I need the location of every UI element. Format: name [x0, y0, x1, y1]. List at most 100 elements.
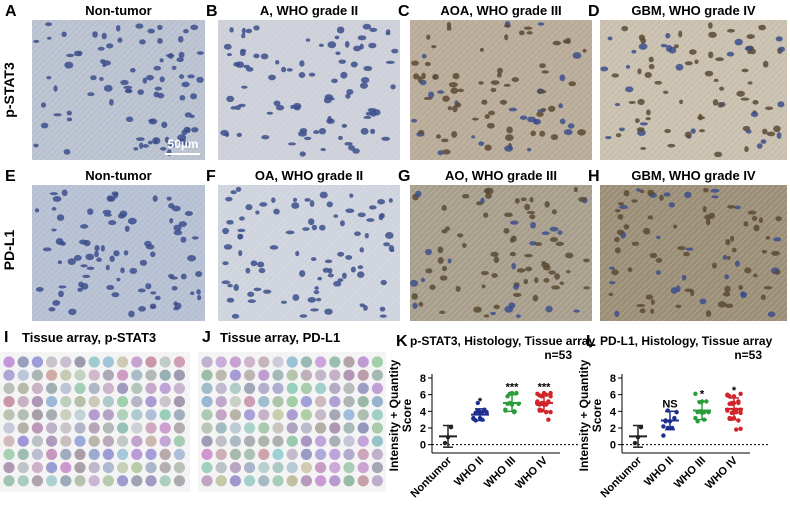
- data-point: [480, 409, 485, 415]
- tissue-core: [343, 382, 355, 394]
- tissue-core: [371, 475, 383, 487]
- nucleus: [484, 144, 492, 151]
- tissue-core: [286, 422, 298, 434]
- nucleus: [766, 131, 776, 137]
- nucleus: [391, 48, 399, 54]
- nucleus: [478, 141, 485, 146]
- nucleus: [257, 261, 265, 268]
- nucleus: [639, 189, 645, 194]
- tissue-core: [371, 369, 383, 381]
- y-tick-label: 2: [610, 423, 616, 435]
- nucleus: [120, 79, 129, 86]
- tissue-core: [74, 422, 86, 434]
- tissue-core: [88, 435, 100, 447]
- significance-label: *: [700, 388, 705, 400]
- tissue-core: [286, 475, 298, 487]
- nucleus: [305, 38, 311, 42]
- nucleus: [253, 53, 260, 59]
- data-point: [693, 415, 698, 421]
- nucleus: [255, 210, 260, 215]
- nucleus: [644, 72, 652, 78]
- tissue-core: [244, 435, 256, 447]
- x-tick-label: WHO IV: [703, 454, 740, 491]
- y-tick-label: 6: [610, 390, 616, 402]
- nucleus: [699, 298, 707, 305]
- nucleus: [526, 31, 533, 35]
- nucleus: [541, 231, 550, 235]
- nucleus: [350, 266, 356, 273]
- tissue-core: [173, 435, 185, 447]
- nucleus: [345, 255, 353, 260]
- nucleus: [524, 253, 533, 258]
- nucleus: [46, 76, 52, 80]
- tissue-core: [371, 435, 383, 447]
- nucleus: [614, 236, 620, 243]
- tissue-core: [17, 409, 29, 421]
- data-point: [535, 391, 540, 397]
- tissue-core: [88, 475, 100, 487]
- tissue-core: [102, 422, 114, 434]
- nucleus: [153, 65, 162, 71]
- tissue-core: [244, 448, 256, 460]
- nucleus: [34, 208, 40, 213]
- nucleus: [176, 57, 184, 63]
- nucleus: [411, 293, 418, 300]
- tissue-core: [315, 369, 327, 381]
- nucleus: [82, 274, 91, 279]
- nucleus: [304, 198, 311, 202]
- nucleus: [519, 115, 528, 120]
- data-point: [738, 426, 743, 431]
- nucleus: [171, 205, 181, 212]
- nucleus: [381, 136, 391, 141]
- nucleus: [178, 74, 185, 79]
- nucleus: [273, 100, 281, 107]
- tissue-core: [159, 369, 171, 381]
- tissue-core: [131, 435, 143, 447]
- nucleus: [530, 130, 537, 137]
- nucleus: [421, 72, 426, 80]
- tissue-core: [357, 356, 369, 368]
- nucleus: [157, 24, 163, 31]
- tissue-core: [173, 409, 185, 421]
- nucleus: [572, 52, 582, 59]
- tissue-core: [343, 462, 355, 474]
- nucleus: [135, 23, 144, 29]
- tissue-core: [173, 422, 185, 434]
- nucleus: [442, 265, 448, 272]
- nucleus: [245, 204, 253, 211]
- nucleus: [491, 273, 498, 278]
- tissue-core: [131, 382, 143, 394]
- tissue-core: [244, 462, 256, 474]
- nucleus: [383, 242, 391, 247]
- tissue-core: [117, 396, 129, 408]
- tissue-core: [46, 409, 58, 421]
- nucleus: [48, 307, 56, 312]
- nucleus: [684, 191, 692, 199]
- nucleus: [529, 197, 534, 203]
- nucleus: [523, 26, 533, 30]
- tissue-core: [315, 448, 327, 460]
- tissue-core: [60, 448, 72, 460]
- nucleus: [292, 102, 302, 110]
- tissue-core: [145, 422, 157, 434]
- nucleus: [363, 115, 372, 119]
- nucleus: [67, 258, 76, 266]
- nucleus: [247, 291, 255, 297]
- nucleus: [740, 291, 746, 297]
- nucleus: [609, 266, 615, 270]
- nucleus: [437, 256, 444, 264]
- panel-letter: A: [5, 3, 17, 20]
- nucleus: [85, 253, 95, 261]
- nucleus: [513, 292, 522, 298]
- tissue-core: [46, 462, 58, 474]
- nucleus: [109, 98, 114, 106]
- nucleus: [697, 116, 706, 120]
- tissue-core: [31, 475, 43, 487]
- nucleus: [744, 146, 749, 153]
- n-label: n=53: [544, 348, 572, 362]
- nucleus: [189, 114, 195, 119]
- tissue-core: [300, 462, 312, 474]
- tissue-core: [159, 396, 171, 408]
- nucleus: [504, 34, 509, 41]
